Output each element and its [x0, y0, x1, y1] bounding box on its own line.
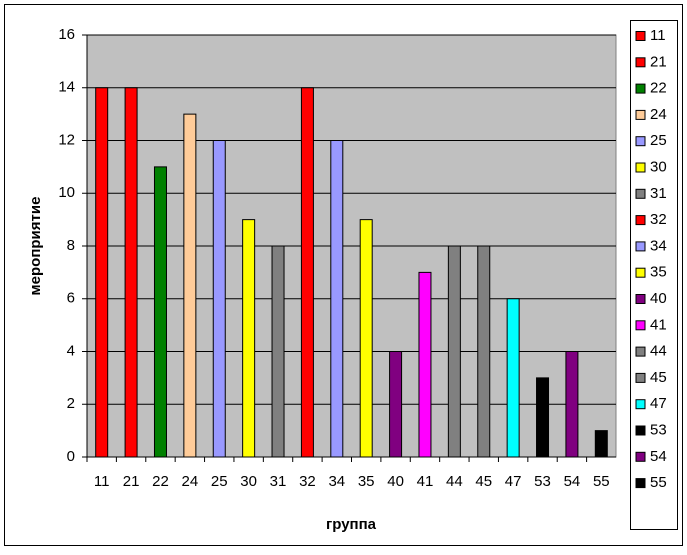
legend-label: 41 — [650, 316, 667, 333]
bar — [271, 245, 285, 458]
x-tick-label: 45 — [475, 473, 492, 490]
y-tick-label: 12 — [58, 131, 75, 148]
legend-swatch — [635, 478, 646, 489]
x-tick-label: 35 — [358, 473, 375, 490]
bar — [477, 245, 491, 458]
legend-label: 40 — [650, 290, 667, 307]
legend-label: 31 — [650, 185, 667, 202]
legend-label: 54 — [650, 448, 667, 465]
x-tick-label: 47 — [505, 473, 522, 490]
x-axis-label: группа — [326, 516, 377, 533]
y-tick-label: 14 — [58, 79, 75, 96]
bar — [418, 271, 432, 458]
y-tick-label: 4 — [67, 342, 75, 359]
legend-swatch — [635, 399, 646, 410]
legend-label: 21 — [650, 53, 667, 70]
legend-swatch — [635, 57, 646, 68]
bar — [359, 219, 373, 458]
x-tick-label: 11 — [94, 473, 110, 490]
legend-label: 25 — [650, 132, 667, 149]
legend-label: 53 — [650, 421, 667, 438]
x-tick-label: 25 — [211, 473, 228, 490]
legend-swatch — [635, 372, 646, 383]
bar — [183, 113, 197, 458]
x-tick-label: 21 — [123, 473, 140, 490]
bar — [95, 87, 109, 458]
bar — [594, 430, 608, 458]
bar — [300, 87, 314, 458]
legend-label: 35 — [650, 264, 667, 281]
bar — [506, 298, 520, 458]
bar — [153, 166, 167, 458]
legend-label: 30 — [650, 158, 667, 175]
x-tick-label: 32 — [299, 473, 316, 490]
legend-swatch — [635, 83, 646, 94]
legend-swatch — [635, 451, 646, 462]
legend-label: 55 — [650, 474, 667, 491]
bar — [124, 87, 138, 458]
bar — [536, 377, 550, 458]
x-tick-label: 55 — [593, 473, 610, 490]
x-tick-label: 30 — [240, 473, 257, 490]
legend-label: 47 — [650, 395, 667, 412]
bar — [447, 245, 461, 458]
y-tick-label: 2 — [67, 395, 75, 412]
legend-label: 45 — [650, 369, 667, 386]
bar — [242, 219, 256, 458]
legend-swatch — [635, 188, 646, 199]
legend-label: 32 — [650, 211, 667, 228]
y-tick-label: 6 — [67, 290, 75, 307]
bar — [565, 351, 579, 458]
x-tick-label: 53 — [534, 473, 551, 490]
legend-swatch — [635, 267, 646, 278]
legend-label: 44 — [650, 343, 667, 360]
x-tick-label: 31 — [270, 473, 287, 490]
x-tick-label: 22 — [152, 473, 169, 490]
legend-swatch — [635, 241, 646, 252]
legend-swatch — [635, 425, 646, 436]
legend-label: 22 — [650, 80, 667, 97]
legend-swatch — [635, 294, 646, 304]
y-axis-label: мероприятие — [27, 197, 44, 296]
bar — [330, 140, 344, 458]
legend-swatch — [635, 215, 646, 226]
legend-swatch — [635, 320, 646, 331]
legend-label: 11 — [650, 27, 666, 44]
y-tick-label: 10 — [58, 184, 75, 201]
x-tick-label: 44 — [446, 473, 463, 490]
y-tick-label: 8 — [67, 237, 75, 254]
legend-swatch — [635, 136, 646, 147]
x-tick-label: 34 — [328, 473, 345, 490]
y-tick-label: 16 — [58, 26, 75, 43]
x-tick-label: 24 — [182, 473, 199, 490]
bar — [212, 140, 226, 458]
legend-label: 34 — [650, 237, 667, 254]
legend-swatch — [635, 31, 646, 41]
legend-swatch — [635, 109, 646, 120]
x-tick-label: 40 — [387, 473, 404, 490]
legend-label: 24 — [650, 106, 667, 123]
x-tick-label: 54 — [564, 473, 581, 490]
legend-swatch — [635, 162, 646, 173]
x-tick-label: 41 — [417, 473, 434, 490]
legend-swatch — [635, 346, 646, 357]
bar — [389, 351, 403, 458]
y-tick-label: 0 — [67, 448, 75, 465]
